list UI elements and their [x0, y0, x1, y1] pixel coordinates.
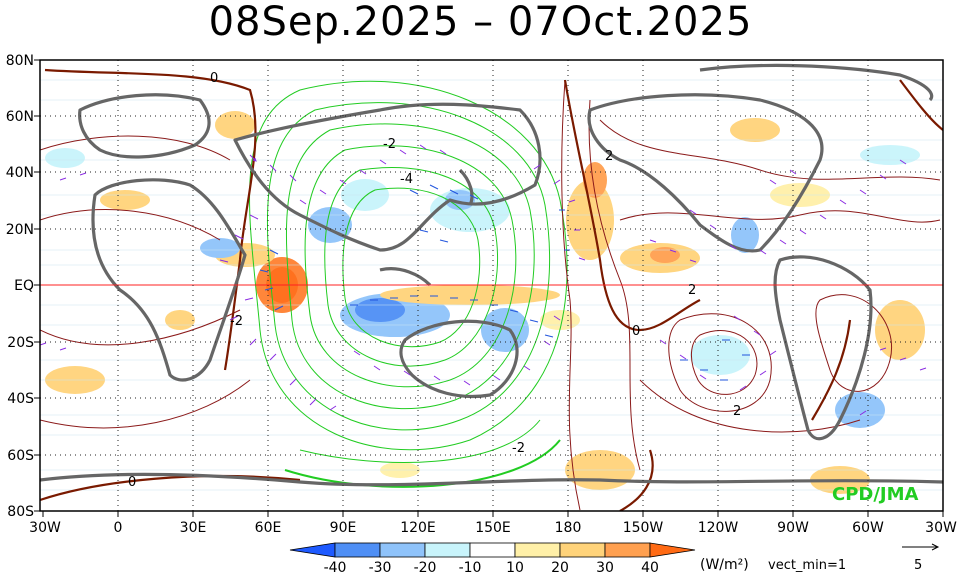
- lat-label: 60S: [7, 448, 34, 464]
- colorbar-box: [649, 542, 696, 558]
- major-grid: [40, 60, 943, 511]
- colorbar-tick-label: -20: [414, 560, 437, 575]
- contour-label-group: 0 -2 -4 2 -2 2 -2 0 2 0: [128, 71, 741, 490]
- reference-vector-label: 5: [914, 558, 922, 573]
- contour-label: 0: [632, 324, 640, 339]
- contour-label: 2: [733, 404, 741, 419]
- contour-label: 2: [605, 149, 613, 164]
- colorbar: -40 -30 -20 -10 10 20 30 40: [289, 542, 696, 575]
- map-layers: 0 -2 -4 2 -2 2 -2 0 2 0 CPD/JMA: [40, 60, 943, 511]
- contour-label: 0: [210, 71, 218, 86]
- contour-label: -2: [383, 137, 396, 152]
- colorbar-tick-label: 30: [596, 560, 614, 575]
- colorbar-tick-label: 20: [551, 560, 569, 575]
- anomaly-shading: [45, 111, 925, 494]
- lat-label: EQ: [14, 278, 34, 294]
- colorbar-tick-label: 10: [506, 560, 524, 575]
- lon-label: 90E: [330, 520, 357, 536]
- lon-label: 120W: [698, 520, 739, 536]
- credit-label: CPD/JMA: [832, 484, 919, 505]
- colorbar-tick-label: 40: [641, 560, 659, 575]
- contour-label: -2: [230, 314, 243, 329]
- lon-label: 150W: [623, 520, 664, 536]
- longitude-labels: 30W 0 30E 60E 90E 120E 150E 180 150W 120…: [29, 520, 957, 536]
- axis-ticks: [34, 59, 944, 517]
- colorbar-boxes: [289, 542, 696, 558]
- colorbar-box: [604, 542, 651, 558]
- contour-label: 2: [688, 283, 696, 298]
- lon-label: 180: [555, 520, 582, 536]
- wind-vectors: [40, 144, 927, 416]
- reference-vector: [902, 543, 940, 551]
- lon-label: 30W: [925, 520, 957, 536]
- positive-contours: [40, 79, 941, 511]
- zero-contours: [40, 68, 943, 511]
- colorbar-labels: -40 -30 -20 -10 10 20 30 40: [324, 560, 659, 575]
- lon-label: 120E: [400, 520, 436, 536]
- lat-label: 20N: [6, 222, 34, 238]
- colorbar-box: [334, 542, 381, 558]
- colorbar-tick-label: -30: [369, 560, 392, 575]
- map-title: 08Sep.2025 – 07Oct.2025: [208, 0, 753, 45]
- lat-label: 60N: [6, 109, 34, 125]
- colorbar-box: [469, 542, 516, 558]
- lat-label: 40S: [7, 391, 34, 407]
- lon-label: 90W: [777, 520, 809, 536]
- colorbar-box: [559, 542, 606, 558]
- lon-label: 30E: [180, 520, 207, 536]
- colorbar-box: [379, 542, 426, 558]
- contour-label: 0: [128, 475, 136, 490]
- lon-label: 60W: [852, 520, 884, 536]
- lon-label: 0: [114, 520, 123, 536]
- lon-label: 150E: [475, 520, 511, 536]
- colorbar-tick-label: -40: [324, 560, 347, 575]
- lon-label: 60E: [255, 520, 282, 536]
- colorbar-box: [424, 542, 471, 558]
- colorbar-unit: (W/m²): [700, 557, 749, 573]
- lat-label: 80S: [7, 504, 34, 520]
- lat-label: 20S: [7, 335, 34, 351]
- lon-label: 30W: [29, 520, 61, 536]
- vector-note: vect_min=1: [768, 558, 846, 573]
- lat-label: 80N: [6, 53, 34, 69]
- contour-label: -4: [400, 172, 413, 187]
- colorbar-tick-label: -10: [459, 560, 482, 575]
- colorbar-box: [289, 542, 336, 558]
- arrowhead-icon: [931, 543, 940, 551]
- contour-label: -2: [512, 441, 525, 456]
- lat-label: 40N: [6, 165, 34, 181]
- colorbar-box: [514, 542, 561, 558]
- latitude-labels: 80N 60N 40N 20N EQ 20S 40S 60S 80S: [6, 53, 34, 520]
